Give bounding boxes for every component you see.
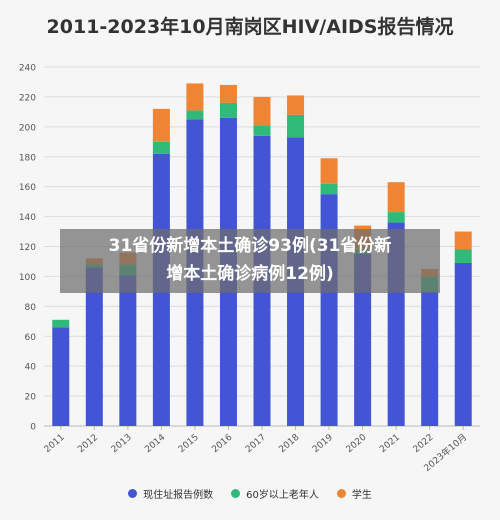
- legend-dot-resident: [128, 489, 138, 498]
- x-tick-label: 2011: [43, 433, 67, 455]
- x-tick-label: 2021: [378, 433, 402, 455]
- bar-segment-series-0: [354, 253, 372, 426]
- bar-segment-series-1: [52, 319, 70, 328]
- y-tick-label: 120: [19, 243, 36, 253]
- legend-item-elderly: 60岁以上老年人: [231, 486, 319, 501]
- y-tick-label: 100: [19, 273, 36, 283]
- x-tick-label: 2016: [210, 432, 234, 455]
- y-tick-label: 80: [25, 303, 37, 313]
- x-tick-label: 2015: [177, 433, 201, 455]
- legend-item-student: 学生: [336, 486, 372, 501]
- x-tick-label: 2020: [345, 432, 369, 455]
- bar-segment-series-1: [186, 110, 204, 120]
- y-tick-label: 20: [25, 393, 37, 403]
- news-banner[interactable]: 31省份新增本土确诊93例(31省份新 增本土确诊病例12例): [60, 232, 440, 288]
- x-tick-label: 2022: [412, 433, 436, 455]
- y-tick-label: 180: [19, 153, 36, 163]
- bar-segment-series-2: [253, 96, 271, 126]
- x-tick-label: 2013: [110, 433, 134, 455]
- bar-segment-series-2: [387, 182, 405, 213]
- legend-item-resident: 现住址报告例数: [128, 486, 213, 501]
- x-tick-label: 2019: [311, 432, 335, 455]
- bar-segment-series-2: [320, 158, 338, 184]
- x-tick-label: 2012: [76, 433, 100, 455]
- chart-legend: 现住址报告例数 60岁以上老年人 学生: [0, 486, 500, 501]
- bar-segment-series-1: [387, 212, 405, 223]
- y-tick-label: 220: [19, 93, 36, 103]
- y-tick-label: 140: [19, 213, 36, 223]
- bar-segment-series-2: [287, 95, 305, 115]
- x-tick-label: 2014: [143, 432, 167, 455]
- x-tick-label: 2018: [277, 432, 301, 455]
- legend-label-elderly: 60岁以上老年人: [246, 490, 319, 501]
- legend-dot-student: [336, 489, 346, 498]
- bar-segment-series-0: [52, 327, 70, 426]
- bar-segment-series-0: [85, 267, 103, 426]
- bar-segment-series-1: [219, 102, 237, 118]
- bar-segment-series-1: [454, 249, 472, 263]
- y-tick-label: 60: [25, 333, 37, 343]
- bar-segment-series-1: [320, 183, 338, 195]
- x-tick-label: 2017: [244, 433, 268, 455]
- news-banner-line-1: 31省份新增本土确诊93例(31省份新: [108, 236, 392, 256]
- bar-segment-series-0: [421, 291, 439, 426]
- news-banner-background: [60, 229, 440, 293]
- legend-dot-elderly: [231, 489, 241, 498]
- bar-segment-series-2: [454, 231, 472, 250]
- bar-segment-series-1: [152, 141, 170, 154]
- y-tick-label: 240: [19, 64, 36, 74]
- bar-segment-series-1: [287, 114, 305, 138]
- legend-label-resident: 现住址报告例数: [143, 490, 214, 501]
- y-tick-label: 40: [25, 363, 37, 373]
- y-tick-label: 0: [30, 423, 36, 433]
- bar-segment-series-2: [219, 84, 237, 103]
- news-banner-line-2: 增本土确诊病例12例): [166, 264, 334, 284]
- bar-segment-series-0: [119, 274, 137, 426]
- bar-segment-series-0: [454, 262, 472, 426]
- legend-label-student: 学生: [351, 490, 372, 501]
- y-tick-label: 200: [19, 123, 36, 133]
- chart-title: 2011-2023年10月南岗区HIV/AIDS报告情况: [46, 16, 454, 38]
- bar-segment-series-2: [152, 108, 170, 142]
- bar-segment-series-2: [186, 83, 204, 111]
- y-tick-label: 160: [19, 183, 36, 193]
- bar-segment-series-1: [253, 125, 271, 136]
